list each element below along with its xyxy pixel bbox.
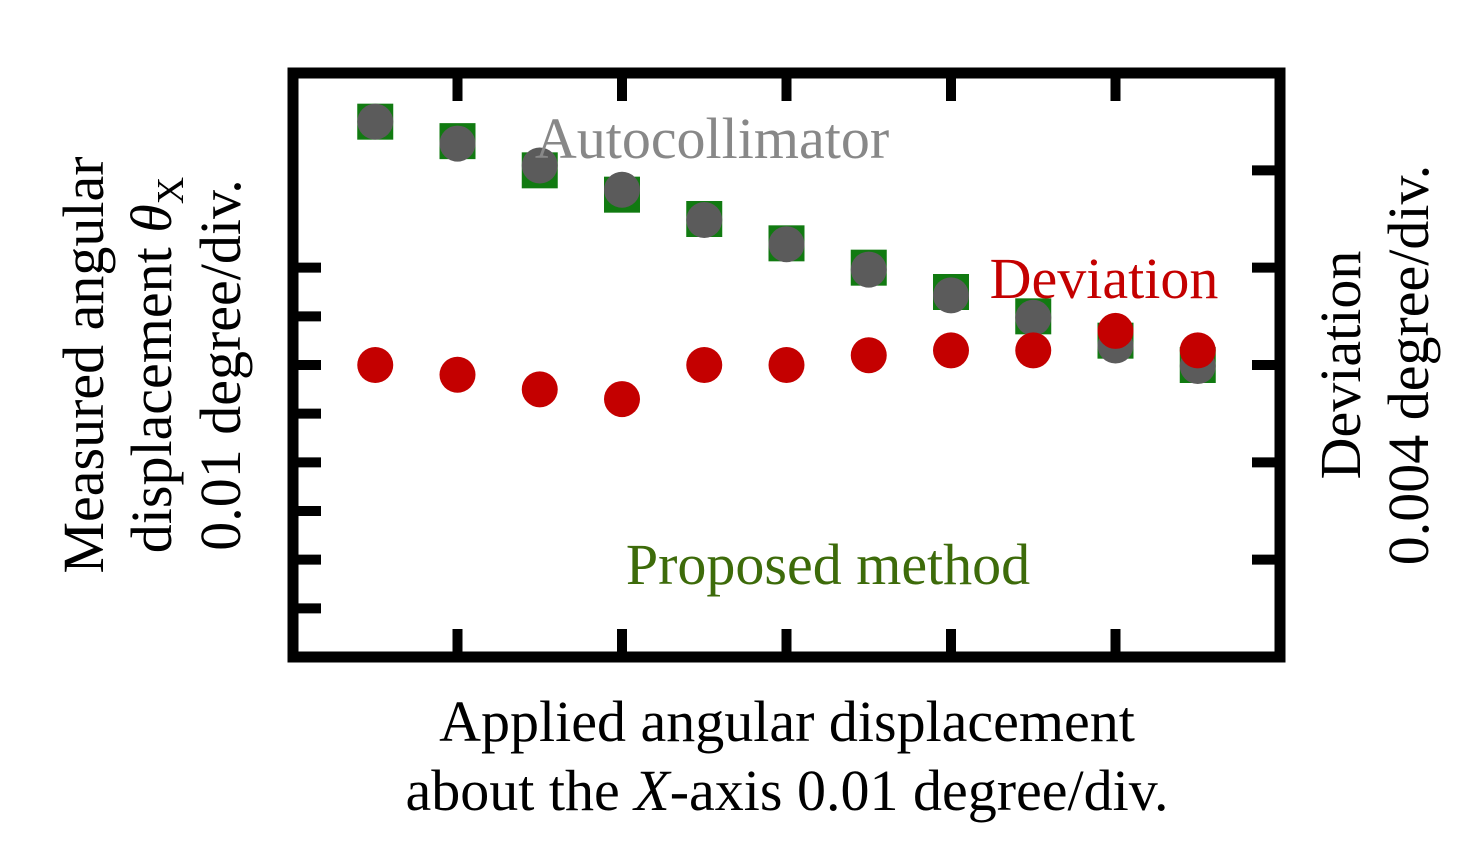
data-point-autocollimator <box>933 277 969 314</box>
data-point-deviation <box>604 381 640 418</box>
data-point-autocollimator <box>357 103 394 140</box>
data-point-deviation <box>686 347 723 383</box>
plot-frame <box>287 67 1286 663</box>
series-autocollimator <box>357 103 1216 384</box>
series-label-deviation: Deviation <box>990 246 1219 311</box>
y-axis-label-line1: Measured angular <box>51 156 116 573</box>
data-point-deviation <box>850 337 887 374</box>
data-point-deviation <box>521 371 558 408</box>
y2-axis-label-line2: 0.004 degree/div. <box>1376 165 1441 566</box>
data-point-deviation <box>933 332 969 369</box>
data-point-deviation <box>1015 332 1052 369</box>
y-axis-label-line2: displacement θX <box>119 177 192 553</box>
data-point-deviation <box>439 356 476 393</box>
data-point-autocollimator <box>439 125 476 162</box>
data-point-deviation <box>1097 312 1134 349</box>
series-label-proposed-method: Proposed method <box>626 532 1030 597</box>
series-deviation <box>357 312 1216 418</box>
chart-marks <box>357 103 1216 418</box>
y2-axis-label-line1: Deviation <box>1308 251 1373 480</box>
series-label-autocollimator: Autocollimator <box>535 106 889 171</box>
data-point-deviation <box>768 347 805 383</box>
data-point-deviation <box>357 347 394 383</box>
data-point-autocollimator <box>850 251 887 288</box>
y-axis-label-line3: 0.01 degree/div. <box>188 179 253 551</box>
data-point-autocollimator <box>1015 299 1052 336</box>
data-point-autocollimator <box>604 171 640 208</box>
x-axis-label-line2: about the X-axis 0.01 degree/div. <box>406 758 1169 823</box>
data-point-autocollimator <box>521 147 558 184</box>
data-point-autocollimator <box>768 226 805 263</box>
data-point-deviation <box>1179 332 1216 369</box>
data-point-autocollimator <box>686 201 723 238</box>
x-axis-label-line1: Applied angular displacement <box>439 689 1135 754</box>
